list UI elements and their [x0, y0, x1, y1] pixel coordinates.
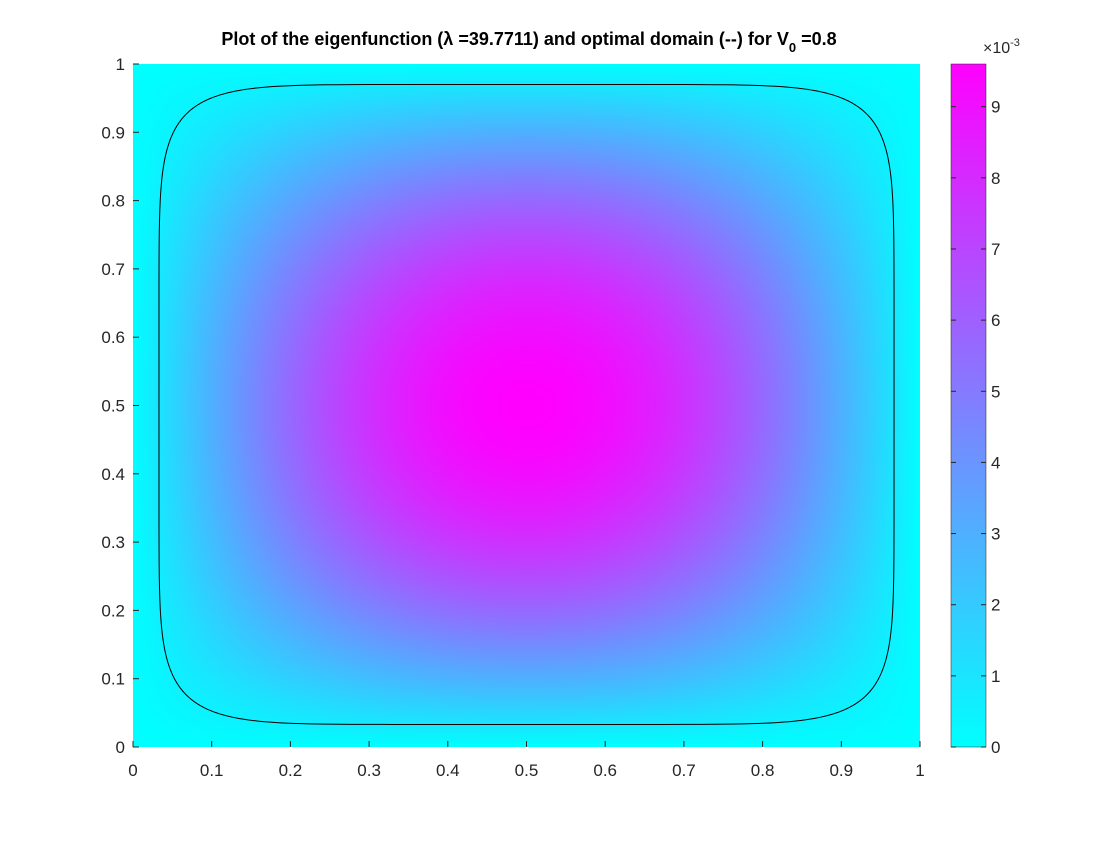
x-tick-label: 0.7 [672, 761, 696, 780]
x-tick-label: 0.8 [751, 761, 775, 780]
colorbar-exponent-label: ×10-3 [983, 37, 1020, 57]
colorbar: 0 1 2 3 4 5 6 7 8 9 ×10-3 [950, 37, 1020, 757]
y-tick-label: 0.8 [101, 192, 125, 211]
colorbar-tick-label: 8 [991, 169, 1000, 188]
y-tick-label: 1 [116, 55, 125, 74]
colorbar-tick-label: 7 [991, 240, 1000, 259]
contour-line [158, 83, 895, 725]
x-tick-label: 0.5 [515, 761, 539, 780]
plot-area [133, 64, 920, 747]
colorbar-tick-label: 9 [991, 98, 1000, 117]
x-tick-label: 0.9 [829, 761, 853, 780]
y-tick-label: 0.4 [101, 465, 125, 484]
chart-title: Plot of the eigenfunction (λ =39.7711) a… [221, 29, 836, 55]
colorbar-tick-label: 6 [991, 311, 1000, 330]
colorbar-tick-label: 5 [991, 382, 1000, 401]
x-tick-label: 0.2 [279, 761, 303, 780]
colorbar-tick-label: 1 [991, 667, 1000, 686]
colorbar-gradient [950, 63, 987, 748]
colorbar-tick-label: 2 [991, 596, 1000, 615]
y-tick-label: 0.2 [101, 601, 125, 620]
x-tick-label: 0.3 [357, 761, 381, 780]
colorbar-ticks: 0 1 2 3 4 5 6 7 8 9 [951, 98, 1000, 757]
y-tick-label: 0.3 [101, 533, 125, 552]
x-axis: 0 0.1 0.2 0.3 0.4 0.5 0.6 0.7 0.8 0.9 1 [128, 741, 925, 780]
x-tick-label: 0.1 [200, 761, 224, 780]
colorbar-tick-label: 4 [991, 453, 1000, 472]
y-tick-label: 0.6 [101, 328, 125, 347]
colorbar-tick-label: 3 [991, 525, 1000, 544]
y-tick-label: 0.9 [101, 123, 125, 142]
colorbar-tick-label: 0 [991, 738, 1000, 757]
x-tick-label: 0.4 [436, 761, 460, 780]
heatmap-image [133, 64, 920, 747]
y-axis: 0 0.1 0.2 0.3 0.4 0.5 0.6 0.7 0.8 0.9 1 [101, 55, 139, 757]
y-tick-label: 0.1 [101, 670, 125, 689]
x-tick-label: 0.6 [593, 761, 617, 780]
x-tick-label: 1 [915, 761, 924, 780]
y-tick-label: 0.5 [101, 397, 125, 416]
y-tick-label: 0 [116, 738, 125, 757]
y-tick-label: 0.7 [101, 260, 125, 279]
x-tick-label: 0 [128, 761, 137, 780]
